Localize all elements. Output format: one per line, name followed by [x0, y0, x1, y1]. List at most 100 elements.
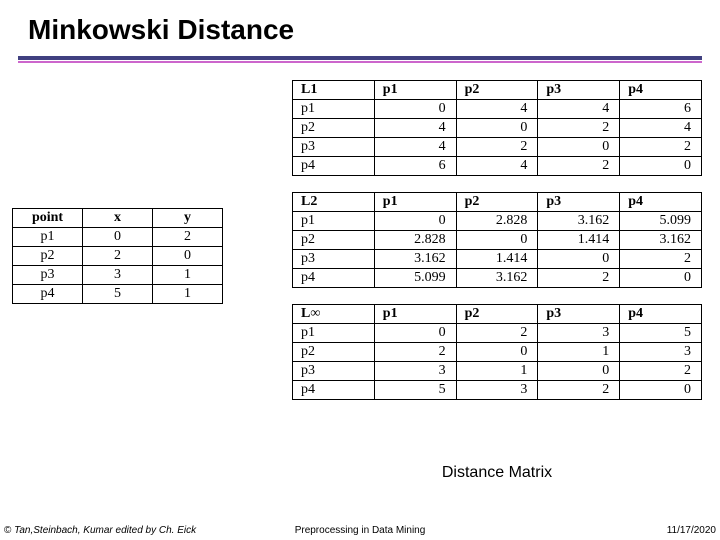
content-area: point x y p1 0 2 p2 2 0 p3 3 1 [12, 80, 708, 500]
dm-cell: 1.414 [456, 250, 538, 269]
dm-colhdr: p4 [620, 193, 702, 212]
dm-cell: 5.099 [620, 212, 702, 231]
dm-cell: 0 [538, 138, 620, 157]
dm-cell: 2 [538, 269, 620, 288]
points-cell: 2 [153, 228, 223, 247]
dm-cell: 5 [374, 381, 456, 400]
dm-cell: 6 [374, 157, 456, 176]
dm-rowhdr: p1 [293, 324, 375, 343]
points-row-label: p4 [13, 285, 83, 304]
dm-table-l1: L1 p1 p2 p3 p4 p1 0 4 4 6 p2 4 0 2 [292, 80, 702, 176]
points-cell: 5 [83, 285, 153, 304]
points-cell: 1 [153, 285, 223, 304]
points-row: p3 3 1 [13, 266, 223, 285]
dm-cell: 0 [374, 212, 456, 231]
dm-cell: 2 [620, 362, 702, 381]
footer-center: Preprocessing in Data Mining [0, 525, 720, 536]
dm-table-linf: L∞ p1 p2 p3 p4 p1 0 2 3 5 p2 2 0 1 [292, 304, 702, 400]
dm-row: p3 4 2 0 2 [293, 138, 702, 157]
dm-table-l2: L2 p1 p2 p3 p4 p1 0 2.828 3.162 5.099 p2… [292, 192, 702, 288]
dm-row: p3 3.162 1.414 0 2 [293, 250, 702, 269]
dm-rowhdr: p1 [293, 100, 375, 119]
dm-rowhdr: p4 [293, 269, 375, 288]
dm-colhdr: p4 [620, 305, 702, 324]
dm-cell: 2 [456, 138, 538, 157]
dm-cell: 3.162 [456, 269, 538, 288]
dm-header-row: L∞ p1 p2 p3 p4 [293, 305, 702, 324]
points-cell: 3 [83, 266, 153, 285]
distance-matrices: L1 p1 p2 p3 p4 p1 0 4 4 6 p2 4 0 2 [292, 80, 702, 416]
dm-rowhdr: p3 [293, 362, 375, 381]
dm-rowhdr: p1 [293, 212, 375, 231]
dm-cell: 0 [374, 324, 456, 343]
points-col-y: y [153, 209, 223, 228]
dm-cell: 4 [456, 157, 538, 176]
dm-cell: 2 [538, 381, 620, 400]
dm-header-row: L2 p1 p2 p3 p4 [293, 193, 702, 212]
dm-colhdr: p3 [538, 81, 620, 100]
dm-cell: 2 [620, 250, 702, 269]
points-cell: 1 [153, 266, 223, 285]
dm-colhdr: p1 [374, 81, 456, 100]
dm-cell: 0 [456, 119, 538, 138]
dm-row: p2 4 0 2 4 [293, 119, 702, 138]
dm-rowhdr: p2 [293, 343, 375, 362]
dm-cell: 3 [374, 362, 456, 381]
dm-rowhdr: p3 [293, 250, 375, 269]
dm-cell: 5 [620, 324, 702, 343]
dm-rowhdr: p4 [293, 381, 375, 400]
dm-cell: 4 [620, 119, 702, 138]
dm-cell: 0 [538, 250, 620, 269]
dm-row: p1 0 2 3 5 [293, 324, 702, 343]
dm-colhdr: p3 [538, 305, 620, 324]
dm-cell: 0 [456, 343, 538, 362]
dm-rowhdr: p2 [293, 119, 375, 138]
dm-cell: 3 [538, 324, 620, 343]
dm-colhdr: p2 [456, 81, 538, 100]
points-cell: 2 [83, 247, 153, 266]
dm-colhdr: p2 [456, 305, 538, 324]
points-row-label: p1 [13, 228, 83, 247]
dm-row: p1 0 2.828 3.162 5.099 [293, 212, 702, 231]
dm-cell: 4 [456, 100, 538, 119]
dm-row: p4 5.099 3.162 2 0 [293, 269, 702, 288]
dm-cell: 4 [374, 138, 456, 157]
dm-rowhdr: p3 [293, 138, 375, 157]
dm-colhdr: p1 [374, 193, 456, 212]
dm-row: p4 5 3 2 0 [293, 381, 702, 400]
points-row: p1 0 2 [13, 228, 223, 247]
slide: Minkowski Distance point x y p1 0 2 p2 2… [0, 0, 720, 540]
points-row-label: p3 [13, 266, 83, 285]
dm-cell: 2 [538, 119, 620, 138]
points-col-x: x [83, 209, 153, 228]
dm-name: L2 [293, 193, 375, 212]
points-row: p2 2 0 [13, 247, 223, 266]
dm-cell: 1 [456, 362, 538, 381]
distance-matrix-caption: Distance Matrix [292, 464, 702, 482]
dm-row: p4 6 4 2 0 [293, 157, 702, 176]
dm-cell: 4 [538, 100, 620, 119]
dm-cell: 4 [374, 119, 456, 138]
points-cell: 0 [83, 228, 153, 247]
dm-cell: 6 [620, 100, 702, 119]
dm-cell: 0 [374, 100, 456, 119]
dm-cell: 1 [538, 343, 620, 362]
dm-colhdr: p4 [620, 81, 702, 100]
dm-cell: 2.828 [374, 231, 456, 250]
dm-cell: 0 [456, 231, 538, 250]
dm-cell: 2.828 [456, 212, 538, 231]
dm-row: p2 2 0 1 3 [293, 343, 702, 362]
dm-cell: 5.099 [374, 269, 456, 288]
dm-cell: 3.162 [538, 212, 620, 231]
dm-colhdr: p2 [456, 193, 538, 212]
dm-cell: 3 [456, 381, 538, 400]
slide-title: Minkowski Distance [0, 0, 720, 50]
title-rule [18, 56, 702, 63]
dm-rowhdr: p4 [293, 157, 375, 176]
points-cell: 0 [153, 247, 223, 266]
dm-name: L∞ [293, 305, 375, 324]
dm-cell: 2 [538, 157, 620, 176]
dm-colhdr: p1 [374, 305, 456, 324]
dm-cell: 0 [538, 362, 620, 381]
points-table: point x y p1 0 2 p2 2 0 p3 3 1 [12, 208, 223, 304]
